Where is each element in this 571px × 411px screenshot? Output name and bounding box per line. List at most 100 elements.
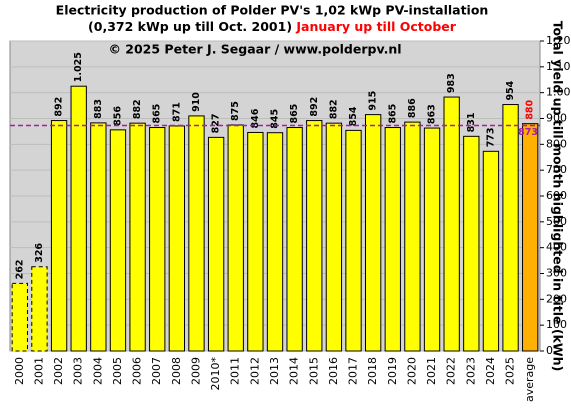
x-tick-label: 2016 [327, 357, 340, 385]
value-label: 954 [505, 80, 516, 100]
y-tick-label: 100 [546, 318, 567, 331]
bar [286, 127, 303, 352]
x-tick-label: 2003 [72, 357, 85, 385]
value-label: 892 [54, 97, 65, 117]
bar [149, 127, 166, 352]
x-tick-label: 2002 [52, 357, 65, 385]
y-axis-label: Total yield up till month highlighted in… [551, 21, 566, 372]
x-tick-label: 2019 [386, 357, 399, 385]
value-label: 854 [348, 106, 359, 126]
x-tick-label: average [523, 357, 536, 402]
bar [90, 122, 107, 352]
x-tick-label: 2011 [229, 357, 242, 385]
bar [266, 132, 284, 352]
annotation: © 2025 Peter J. Segaar / www.polderpv.nl [108, 42, 401, 57]
bar [188, 115, 205, 352]
value-label: 886 [407, 98, 418, 118]
x-tick-label: 2023 [464, 357, 477, 385]
y-tick-label: 200 [546, 292, 567, 305]
bar [11, 282, 28, 352]
subtitle-highlight: January up till October [295, 19, 456, 34]
chart-subtitle: (0,372 kWp up till Oct. 2001) January up… [88, 19, 457, 34]
y-tick-label: 500 [546, 215, 567, 228]
x-tick-label: 2012 [248, 357, 261, 385]
bar [463, 135, 480, 352]
x-tick-label: 2007 [150, 357, 163, 385]
x-tick-label: 2010* [209, 357, 222, 391]
bar [423, 127, 441, 352]
value-label: 773 [485, 127, 496, 147]
value-label: 846 [250, 108, 261, 128]
value-label: 880 [525, 99, 536, 119]
y-tick-label: 1.200 [546, 34, 571, 47]
x-tick-label: 2014 [288, 357, 301, 385]
value-label: 1.025 [73, 52, 84, 82]
bar [207, 136, 225, 352]
value-label: 865 [152, 104, 163, 124]
x-tick-label: 2000 [13, 357, 26, 385]
value-label: 892 [309, 97, 320, 117]
x-tick-label: 2004 [91, 357, 104, 385]
bar [364, 114, 382, 352]
x-tick-label: 2008 [170, 357, 183, 385]
value-label: 865 [387, 104, 398, 124]
value-label: 871 [171, 102, 182, 122]
value-label: 875 [230, 101, 241, 121]
x-tick-label: 2009 [189, 357, 202, 385]
bar [109, 129, 127, 352]
x-tick-label: 2015 [307, 357, 320, 385]
bar [443, 96, 460, 352]
bar [129, 122, 146, 352]
x-tick-label: 2013 [268, 357, 281, 385]
y-tick-label: 400 [546, 241, 567, 254]
bar [325, 122, 343, 352]
value-label: 865 [289, 104, 300, 124]
value-label: 863 [427, 104, 438, 124]
value-label: 856 [112, 106, 123, 126]
value-label: 915 [368, 91, 379, 111]
y-tick-label: 600 [546, 189, 567, 202]
bar [345, 129, 362, 352]
y-tick-label: 900 [546, 112, 567, 125]
bar [168, 125, 186, 352]
bar [247, 131, 264, 352]
x-tick-label: 2022 [445, 357, 458, 385]
value-label: 845 [270, 109, 281, 129]
value-label: 983 [446, 73, 457, 93]
bar [70, 85, 87, 352]
value-label: 883 [93, 99, 104, 119]
y-tick-label: 0 [546, 344, 553, 357]
y-tick-label: 800 [546, 137, 567, 150]
bar [482, 150, 500, 352]
x-tick-label: 2021 [425, 357, 438, 385]
value-label: 882 [132, 99, 143, 119]
value-label: 827 [211, 114, 222, 134]
y-tick-label: 1.100 [546, 60, 571, 73]
x-tick-label: 2001 [32, 357, 45, 385]
bar [31, 266, 48, 352]
bar [306, 120, 323, 352]
x-tick-label: 2017 [347, 357, 360, 385]
subtitle: (0,372 kWp up till Oct. 2001) [88, 19, 292, 34]
y-tick-label: 300 [546, 267, 567, 280]
value-label: 262 [14, 259, 25, 279]
value-label: 326 [34, 243, 45, 263]
value-label: 910 [191, 92, 202, 112]
y-tick-label: 700 [546, 163, 567, 176]
value-label: 882 [328, 99, 339, 119]
reference-label: 873 [518, 127, 538, 138]
bar [227, 124, 244, 352]
y-tick-label: 1.000 [546, 86, 571, 99]
x-tick-label: 2024 [484, 357, 497, 385]
x-tick-label: 2020 [405, 357, 418, 385]
bar [522, 123, 539, 352]
value-label: 831 [466, 112, 477, 132]
bar [404, 121, 421, 352]
bar [384, 127, 401, 352]
chart-title: Electricity production of Polder PV's 1,… [56, 3, 489, 18]
bar [502, 104, 519, 352]
bar [50, 120, 68, 352]
x-tick-label: 2025 [504, 357, 517, 385]
